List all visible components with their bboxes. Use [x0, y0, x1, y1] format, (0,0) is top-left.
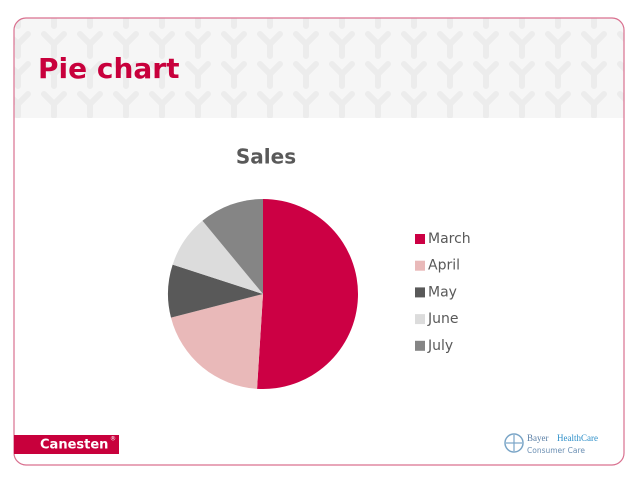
legend-swatch — [415, 287, 425, 298]
slide-title: Pie chart — [38, 52, 179, 85]
legend-label: July — [427, 338, 453, 354]
pie-slice — [170, 294, 263, 389]
legend-swatch — [415, 260, 425, 271]
legend-label: May — [428, 284, 457, 300]
brand-name: Canesten — [40, 438, 108, 453]
legend-label: March — [428, 231, 471, 247]
division-sub: Consumer Care — [527, 446, 585, 455]
legend-label: June — [427, 311, 459, 327]
company-name: Bayer — [527, 433, 549, 443]
legend-swatch — [415, 234, 425, 244]
legend-swatch — [415, 314, 425, 325]
legend-label: April — [428, 258, 460, 274]
header-pattern — [14, 18, 624, 118]
pie — [167, 199, 359, 390]
slide-border — [13, 17, 625, 466]
pie-slice — [202, 199, 263, 294]
brand-logo — [14, 435, 119, 454]
legend-swatch — [415, 340, 425, 351]
bayer-cross — [504, 433, 524, 453]
division-name: HealthCare — [557, 433, 598, 443]
brand-mark: ® — [110, 436, 116, 443]
pie-slice — [257, 199, 359, 390]
chart-title: Sales — [236, 145, 296, 169]
legend: March April May June July — [415, 231, 471, 354]
pie-slice — [172, 220, 263, 294]
pie-slice — [167, 264, 263, 318]
